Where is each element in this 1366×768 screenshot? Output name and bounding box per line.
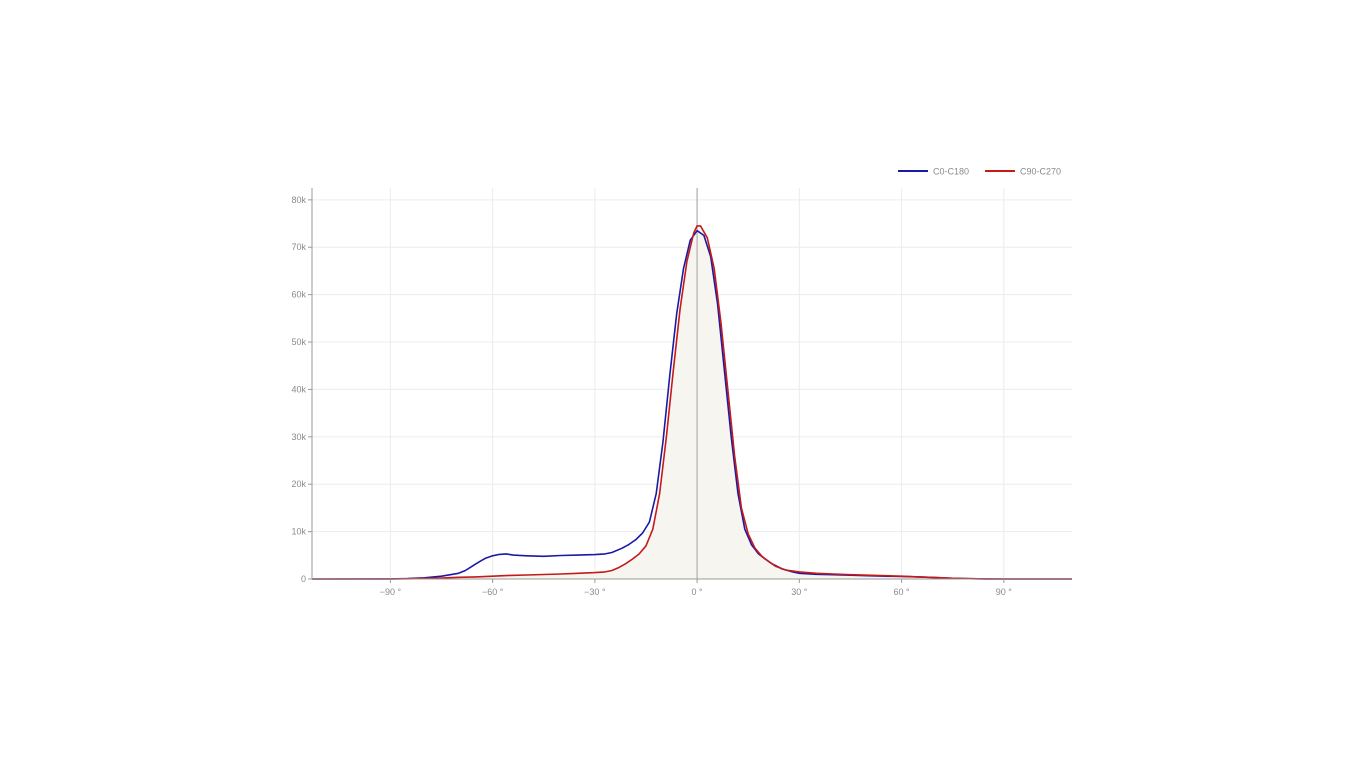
series-line-c90-c270 — [312, 225, 1072, 580]
y-tick-label: 40k — [291, 384, 306, 394]
x-tick-label: 60 ° — [894, 587, 911, 597]
legend-label-c0-c180: C0-C180 — [933, 167, 969, 177]
y-tick-label: 80k — [291, 195, 306, 205]
x-tick-label: −30 ° — [584, 587, 606, 597]
legend: C0-C180 C90-C270 — [898, 167, 1061, 177]
x-axis-ticks: −90 ° −60 ° −30 ° 0 ° 30 ° 60 ° 90 ° — [380, 579, 1013, 597]
y-tick-label: 20k — [291, 479, 306, 489]
x-tick-label: −60 ° — [482, 587, 504, 597]
y-axis-ticks: 0 10k 20k 30k 40k 50k 60k 70k 80k — [291, 195, 312, 584]
y-tick-label: 30k — [291, 432, 306, 442]
y-tick-label: 70k — [291, 242, 306, 252]
y-tick-label: 60k — [291, 290, 306, 300]
axes — [311, 188, 1072, 580]
legend-label-c90-c270: C90-C270 — [1020, 167, 1061, 177]
series-area-fill — [312, 225, 1072, 579]
series-lines — [311, 225, 1072, 580]
y-tick-label: 50k — [291, 337, 306, 347]
y-tick-label: 10k — [291, 527, 306, 537]
x-tick-label: 0 ° — [692, 587, 704, 597]
x-tick-label: 30 ° — [791, 587, 808, 597]
y-tick-label: 0 — [301, 574, 306, 584]
area-fill-layer — [312, 225, 1072, 579]
x-tick-label: 90 ° — [996, 587, 1013, 597]
x-tick-label: −90 ° — [380, 587, 402, 597]
